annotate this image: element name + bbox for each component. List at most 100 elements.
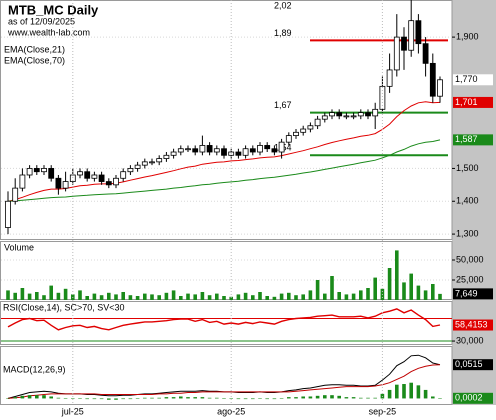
bar xyxy=(157,397,161,399)
bar xyxy=(13,292,17,300)
bar xyxy=(85,296,89,300)
source: www.wealth-lab.com xyxy=(7,27,90,37)
bar xyxy=(193,294,197,300)
bar xyxy=(387,389,392,399)
value-box xyxy=(453,288,493,300)
bar xyxy=(20,288,25,300)
candle-body xyxy=(221,148,227,156)
bar xyxy=(78,398,82,399)
line xyxy=(7,101,441,202)
bar xyxy=(423,290,428,300)
bar xyxy=(258,292,262,300)
bar xyxy=(56,397,61,399)
bar xyxy=(243,292,248,300)
candle-body xyxy=(113,177,119,186)
bar xyxy=(186,397,190,399)
candle-body xyxy=(62,181,69,189)
bar xyxy=(150,397,154,399)
bar xyxy=(135,398,140,399)
bar xyxy=(330,276,334,300)
line xyxy=(7,139,441,202)
bar xyxy=(265,398,269,400)
bar xyxy=(135,296,140,300)
bar xyxy=(373,277,377,300)
panel-frame xyxy=(0,241,453,300)
bar xyxy=(143,293,147,300)
bar xyxy=(171,397,176,399)
bar xyxy=(85,398,89,400)
candle-body xyxy=(134,164,141,169)
candle-body xyxy=(386,69,393,87)
bar xyxy=(416,385,421,399)
candle-body xyxy=(156,158,163,163)
candle-body xyxy=(235,151,242,156)
candle-body xyxy=(429,62,436,97)
bar xyxy=(13,397,17,399)
legend-entry: EMA(Close,70) xyxy=(4,55,65,65)
candle-body xyxy=(5,200,11,228)
value-label: 58,4153 xyxy=(455,319,488,329)
bar xyxy=(179,296,183,300)
bar xyxy=(229,296,233,300)
value-label: 0,0515 xyxy=(455,359,483,369)
candle-body xyxy=(372,108,379,117)
candle-body xyxy=(120,171,127,179)
bar xyxy=(200,292,205,300)
line xyxy=(7,308,441,331)
candle-body xyxy=(105,181,112,186)
value-box xyxy=(453,319,493,331)
candle-body xyxy=(98,174,105,182)
bar xyxy=(330,395,334,399)
bar xyxy=(49,396,53,399)
bar xyxy=(128,398,133,400)
candle-body xyxy=(206,145,213,153)
bar xyxy=(63,398,68,399)
value-box xyxy=(453,392,493,404)
bar xyxy=(308,290,313,300)
y-tick-label: 50,000 xyxy=(456,254,484,264)
candle-body xyxy=(26,168,33,176)
bar xyxy=(344,294,349,300)
candle-body xyxy=(379,85,386,110)
candle-body xyxy=(33,168,40,173)
candle-body xyxy=(307,125,314,130)
bar xyxy=(272,398,277,400)
bar xyxy=(164,397,169,399)
y-tick-label: 1,300 xyxy=(456,228,479,238)
candle-body xyxy=(77,171,83,176)
bar xyxy=(438,293,442,300)
bar xyxy=(222,398,226,399)
bar xyxy=(409,382,413,399)
bar xyxy=(431,396,435,399)
bar xyxy=(243,398,248,400)
x-tick-label: jul-25 xyxy=(61,406,84,416)
panel-title: RSI(Close,14), SC>70, SV<30 xyxy=(3,302,125,312)
y-tick-label: 1,500 xyxy=(456,163,479,173)
bar xyxy=(222,296,226,300)
candle-body xyxy=(199,145,206,153)
bar xyxy=(395,384,399,399)
subtitle: as of 12/09/2025 xyxy=(8,16,75,26)
y-tick-label: 1,900 xyxy=(456,31,479,41)
bar xyxy=(164,292,169,300)
bar xyxy=(215,397,219,399)
candle-body xyxy=(19,174,26,189)
y-tick-label: 1,400 xyxy=(456,196,479,206)
bar xyxy=(157,295,161,300)
bar xyxy=(114,294,118,300)
bar xyxy=(387,268,392,300)
panel-title: Volume xyxy=(4,242,34,252)
bar xyxy=(279,293,284,300)
panel-frame xyxy=(0,346,453,405)
candle-body xyxy=(141,161,148,166)
value-box xyxy=(453,96,493,108)
bar xyxy=(150,294,154,300)
candle-body xyxy=(408,20,415,51)
candle-body xyxy=(41,168,47,173)
bar xyxy=(107,292,111,300)
candle-body xyxy=(163,154,170,159)
panel-frame xyxy=(0,0,453,240)
legend-entry: EMA(Close,21) xyxy=(4,44,65,54)
bar xyxy=(63,288,68,300)
